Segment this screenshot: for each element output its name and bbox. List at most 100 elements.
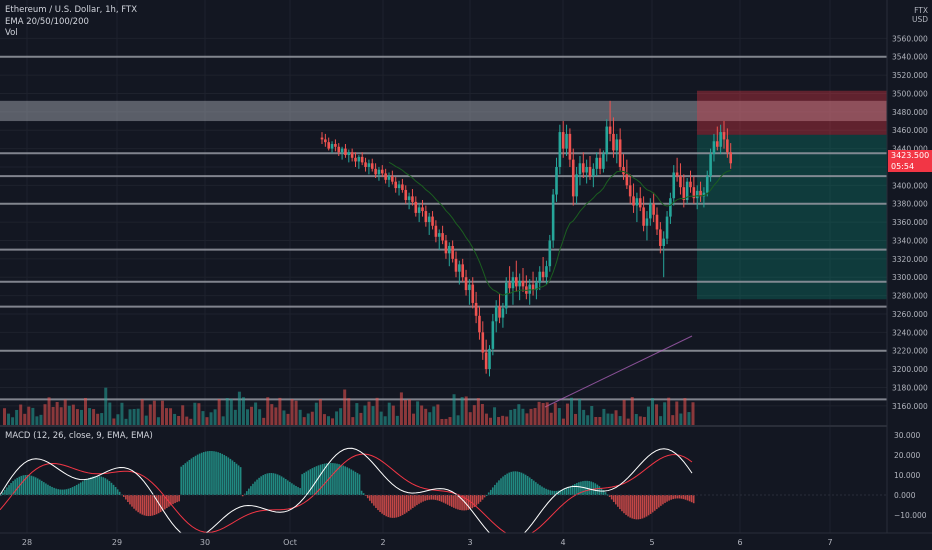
volume-bar	[687, 412, 691, 425]
macd-histogram-bar	[489, 489, 492, 495]
candle-body	[468, 284, 471, 291]
candle-body	[491, 321, 495, 349]
macd-histogram-bar	[360, 490, 363, 495]
macd-indicator-label[interactable]: MACD (12, 26, close, 9, EMA, EMA)	[5, 431, 153, 441]
macd-histogram-bar	[86, 478, 88, 495]
candle-body	[592, 168, 595, 177]
macd-histogram-bar	[393, 495, 396, 518]
macd-histogram-bar	[166, 495, 168, 509]
ema-indicator-label[interactable]: EMA 20/50/100/200	[5, 17, 89, 27]
candle-body	[565, 133, 568, 149]
volume-bar	[533, 408, 537, 425]
volume-bar	[630, 397, 634, 425]
macd-histogram-bar	[299, 488, 301, 495]
macd-histogram-bar	[612, 495, 615, 502]
macd-histogram-bar	[395, 495, 398, 518]
macd-histogram-bar	[164, 495, 166, 510]
volume-bar	[177, 415, 181, 425]
macd-histogram-bar	[426, 495, 428, 501]
volume-bar	[570, 397, 573, 425]
volume-bar	[59, 407, 63, 425]
macd-histogram-bar	[135, 495, 137, 511]
macd-histogram-bar	[215, 451, 217, 495]
macd-histogram-bar	[94, 476, 96, 495]
macd-histogram-bar	[528, 477, 531, 495]
macd-histogram-bar	[471, 495, 474, 509]
macd-histogram-bar	[635, 495, 638, 520]
candle-body	[655, 214, 659, 230]
macd-histogram-bar	[494, 484, 496, 495]
volume-bar	[306, 413, 310, 425]
candle-body	[471, 284, 475, 303]
volume-bar	[428, 412, 432, 425]
macd-histogram-bar	[520, 472, 523, 495]
price-tick-label: 3220.000	[892, 347, 928, 356]
volume-bar	[561, 418, 565, 425]
volume-bar	[472, 405, 476, 425]
macd-histogram-bar	[108, 481, 111, 495]
macd-histogram-bar	[631, 495, 633, 519]
candle-body	[330, 144, 334, 149]
candle-body	[716, 141, 719, 147]
macd-histogram-bar	[287, 480, 289, 495]
candle-body	[494, 306, 498, 322]
macd-histogram-bar	[184, 463, 187, 495]
macd-histogram-bar	[410, 495, 412, 510]
price-tick-label: 3440.000	[892, 145, 928, 154]
volume-bar	[136, 408, 140, 425]
volume-bar	[322, 414, 326, 425]
macd-histogram-bar	[305, 471, 308, 495]
macd-histogram-bar	[235, 463, 238, 495]
macd-histogram-bar	[59, 489, 62, 495]
macd-histogram-bar	[262, 475, 264, 495]
macd-signal-line	[0, 453, 693, 538]
candle-body	[652, 203, 655, 215]
macd-histogram-bar	[514, 471, 517, 495]
volume-bar	[448, 417, 452, 425]
volume-bar	[602, 408, 606, 425]
candle-body	[377, 169, 381, 175]
macd-histogram-bar	[608, 495, 611, 497]
volume-bar	[310, 411, 314, 425]
symbol-title[interactable]: Ethereum / U.S. Dollar, 1h, FTX	[5, 5, 138, 15]
macd-histogram-bar	[133, 495, 135, 509]
macd-histogram-bar	[401, 495, 404, 516]
macd-histogram-bar	[49, 485, 51, 495]
macd-histogram-bar	[104, 478, 107, 495]
price-tick-label: 3180.000	[892, 383, 928, 392]
volume-bar	[35, 416, 39, 425]
candle-body	[397, 184, 401, 189]
time-tick-label: 5	[649, 538, 654, 547]
macd-histogram-bar	[145, 495, 148, 516]
volume-indicator-label[interactable]: Vol	[5, 28, 18, 38]
macd-histogram-bar	[467, 495, 469, 510]
volume-bar	[626, 418, 630, 425]
macd-histogram-bar	[90, 477, 92, 495]
macd-histogram-bar	[496, 482, 498, 495]
candle-body	[441, 233, 444, 241]
macd-histogram-bar	[274, 473, 277, 495]
candle-body	[364, 162, 367, 167]
volume-bar	[217, 399, 221, 425]
price-tick-label: 3160.000	[892, 402, 928, 411]
volume-bar	[436, 404, 440, 425]
volume-bar	[529, 408, 533, 425]
time-tick-label: 7	[827, 538, 832, 547]
volume-bar	[634, 414, 638, 425]
macd-histogram-bar	[428, 495, 431, 500]
volume-bar	[484, 413, 488, 425]
volume-bar	[659, 416, 663, 425]
candle-body	[484, 352, 488, 370]
macd-tick-label: 10.000	[894, 471, 920, 480]
macd-histogram-bar	[588, 481, 590, 495]
macd-histogram-bar	[477, 495, 480, 504]
macd-histogram-bar	[574, 483, 576, 495]
volume-bar	[193, 402, 197, 425]
macd-histogram-bar	[590, 481, 592, 495]
candle-body	[481, 332, 485, 353]
macd-histogram-bar	[455, 495, 457, 509]
candle-body	[478, 315, 481, 333]
macd-histogram-bar	[453, 495, 455, 508]
macd-histogram-bar	[592, 482, 595, 495]
